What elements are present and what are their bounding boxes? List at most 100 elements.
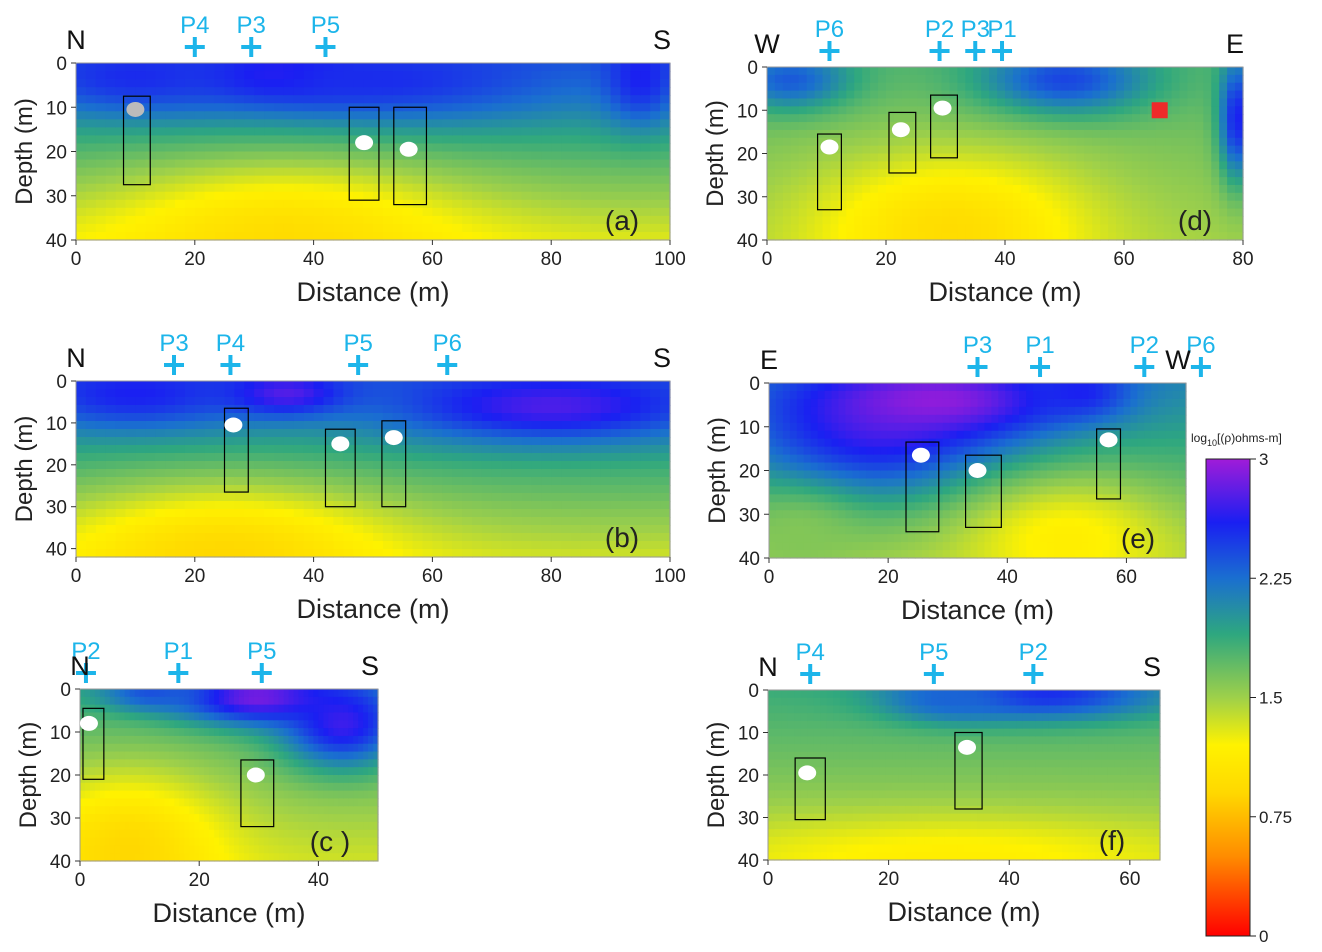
field-cell bbox=[1045, 169, 1054, 177]
field-cell bbox=[862, 216, 871, 224]
field-cell bbox=[116, 389, 127, 398]
field-cell bbox=[155, 168, 166, 177]
field-cell bbox=[991, 542, 999, 551]
field-cell bbox=[512, 437, 522, 446]
field-cell bbox=[512, 533, 522, 542]
field-cell bbox=[1021, 98, 1030, 106]
field-cell bbox=[502, 143, 513, 152]
field-cell bbox=[274, 549, 285, 558]
field-cell bbox=[225, 509, 236, 518]
field-cell bbox=[442, 501, 453, 510]
field-cell bbox=[234, 405, 245, 414]
field-cell bbox=[413, 397, 424, 406]
field-cell bbox=[452, 469, 463, 478]
field-cell bbox=[621, 95, 632, 104]
field-cell bbox=[1124, 154, 1133, 162]
field-cell bbox=[1021, 216, 1030, 224]
field-cell bbox=[116, 224, 127, 233]
field-cell bbox=[452, 63, 463, 72]
field-cell bbox=[832, 478, 840, 487]
field-cell bbox=[1076, 114, 1085, 122]
field-cell bbox=[1195, 130, 1204, 138]
field-cell bbox=[284, 160, 295, 169]
field-cell bbox=[918, 138, 927, 146]
field-cell bbox=[284, 525, 295, 534]
field-cell bbox=[989, 83, 998, 91]
field-cell bbox=[1180, 75, 1189, 83]
field-cell bbox=[601, 445, 612, 454]
field-cell bbox=[215, 445, 226, 454]
field-cell bbox=[1092, 193, 1101, 201]
field-cell bbox=[591, 413, 602, 422]
field-cell bbox=[205, 95, 216, 104]
field-cell bbox=[413, 224, 424, 233]
field-cell bbox=[1061, 138, 1070, 146]
field-cell bbox=[175, 533, 186, 542]
field-cell bbox=[274, 111, 285, 120]
field-cell bbox=[957, 471, 965, 480]
field-cell bbox=[660, 541, 671, 550]
field-cell bbox=[630, 95, 641, 104]
field-cell bbox=[304, 397, 315, 406]
field-cell bbox=[135, 71, 146, 80]
field-cell bbox=[825, 518, 833, 527]
field-cell bbox=[76, 168, 87, 177]
field-cell bbox=[965, 169, 974, 177]
field-cell bbox=[660, 397, 671, 406]
field-cell bbox=[145, 525, 156, 534]
field-cell bbox=[1172, 177, 1181, 185]
field-cell bbox=[86, 152, 97, 161]
field-cell bbox=[126, 397, 137, 406]
field-cell bbox=[96, 103, 107, 112]
field-cell bbox=[551, 405, 562, 414]
field-cell bbox=[353, 509, 364, 518]
field-cell bbox=[790, 471, 798, 480]
field-cell bbox=[650, 176, 661, 185]
field-cell bbox=[1211, 169, 1220, 177]
field-cell bbox=[942, 216, 951, 224]
field-cell bbox=[522, 389, 533, 398]
field-cell bbox=[1005, 471, 1013, 480]
field-cell bbox=[492, 397, 503, 406]
field-cell bbox=[807, 201, 816, 209]
field-cell bbox=[304, 103, 315, 112]
field-cell bbox=[531, 119, 542, 128]
field-cell bbox=[551, 437, 562, 446]
field-cell bbox=[373, 168, 384, 177]
field-cell bbox=[106, 184, 117, 193]
field-cell bbox=[512, 517, 522, 526]
field-cell bbox=[452, 461, 463, 470]
field-cell bbox=[943, 431, 951, 440]
field-cell bbox=[373, 192, 384, 201]
field-cell bbox=[838, 154, 847, 162]
profile-label-p5: P5 bbox=[311, 12, 340, 39]
field-cell bbox=[502, 200, 513, 209]
field-cell bbox=[838, 193, 847, 201]
field-cell bbox=[660, 71, 671, 80]
field-cell bbox=[950, 423, 958, 432]
field-cell bbox=[343, 63, 354, 72]
field-cell bbox=[314, 103, 325, 112]
field-cell bbox=[264, 461, 275, 470]
field-cell bbox=[1021, 114, 1030, 122]
field-cell bbox=[894, 177, 903, 185]
field-cell bbox=[96, 79, 107, 88]
field-cell bbox=[126, 63, 137, 72]
field-cell bbox=[442, 445, 453, 454]
field-cell bbox=[502, 63, 513, 72]
field-cell bbox=[630, 501, 641, 510]
field-cell bbox=[965, 201, 974, 209]
field-cell bbox=[1005, 391, 1013, 400]
field-cell bbox=[601, 168, 612, 177]
field-cell bbox=[901, 423, 909, 432]
field-cell bbox=[621, 381, 632, 390]
field-cell bbox=[195, 453, 206, 462]
field-cell bbox=[650, 421, 661, 430]
field-cell bbox=[660, 224, 671, 233]
field-cell bbox=[1211, 232, 1220, 240]
field-cell bbox=[254, 549, 265, 558]
field-cell bbox=[854, 201, 863, 209]
field-cell bbox=[274, 517, 285, 526]
field-cell bbox=[195, 79, 206, 88]
field-cell bbox=[393, 87, 404, 96]
